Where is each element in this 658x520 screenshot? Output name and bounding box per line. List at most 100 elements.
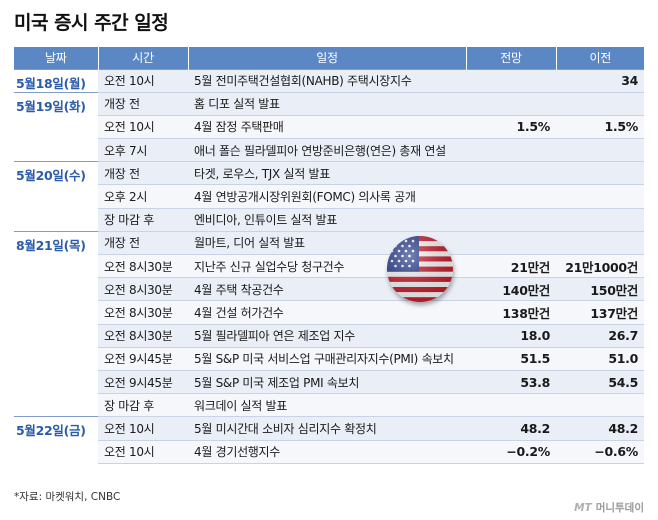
table-row: 오전 9시45분 5월 S&P 미국 제조업 PMI 속보치 53.8 54.5	[14, 370, 644, 395]
forecast-cell	[466, 91, 556, 116]
previous-cell: 48.2	[556, 416, 644, 441]
event-cell: 4월 경기선행지수	[188, 440, 466, 464]
event-cell: 5월 S&P 미국 제조업 PMI 속보치	[188, 370, 466, 395]
previous-cell	[556, 138, 644, 163]
event-cell: 애너 폴슨 필라델피아 연방준비은행(연은) 총재 연설	[188, 138, 466, 163]
event-cell: 4월 잠정 주택판매	[188, 115, 466, 140]
forecast-cell: 140만건	[466, 277, 556, 302]
previous-cell: 54.5	[556, 370, 644, 395]
previous-cell	[556, 208, 644, 232]
forecast-cell	[466, 138, 556, 163]
column-header-previous: 이전	[556, 47, 644, 69]
time-cell: 오전 9시45분	[98, 347, 188, 371]
time-cell: 오전 10시	[98, 115, 188, 140]
previous-cell: −0.6%	[556, 440, 644, 464]
us-flag-icon	[387, 236, 453, 302]
event-cell: 5월 필라델피아 연은 제조업 지수	[188, 324, 466, 348]
time-cell: 오전 8시30분	[98, 300, 188, 325]
page-title: 미국 증시 주간 일정	[14, 12, 169, 34]
time-cell: 오전 10시	[98, 68, 188, 93]
previous-cell: 21만1000건	[556, 254, 644, 279]
time-cell: 장 마감 후	[98, 208, 188, 232]
previous-cell	[556, 161, 644, 186]
date-cell: 5월22일(금)	[14, 416, 98, 464]
column-header-time: 시간	[98, 47, 189, 69]
forecast-cell: 18.0	[466, 324, 556, 348]
previous-cell	[556, 230, 644, 256]
table-row: 5월20일(수) 개장 전 타겟, 로우스, TJX 실적 발표	[14, 161, 644, 232]
time-cell: 오전 9시45분	[98, 370, 188, 395]
previous-cell	[556, 184, 644, 209]
previous-cell: 150만건	[556, 277, 644, 302]
time-cell: 오후 7시	[98, 138, 188, 163]
forecast-cell: 53.8	[466, 370, 556, 395]
table-header-row: 날짜 시간 일정 전망 이전	[14, 47, 644, 69]
forecast-cell	[466, 68, 556, 93]
table-row: 오전 10시 4월 경기선행지수 −0.2% −0.6%	[14, 440, 644, 464]
column-header-event: 일정	[188, 47, 467, 69]
forecast-cell: 51.5	[466, 347, 556, 371]
table-row: 오후 2시 4월 연방공개시장위원회(FOMC) 의사록 공개	[14, 184, 644, 209]
forecast-cell: 21만건	[466, 254, 556, 279]
date-cell: 5월18일(월)	[14, 68, 98, 93]
time-cell: 개장 전	[98, 161, 188, 186]
event-cell: 5월 전미주택건설협회(NAHB) 주택시장지수	[188, 68, 466, 93]
event-cell: 4월 연방공개시장위원회(FOMC) 의사록 공개	[188, 184, 466, 209]
forecast-cell	[466, 208, 556, 232]
previous-cell: 1.5%	[556, 115, 644, 140]
event-cell: 홈 디포 실적 발표	[188, 91, 466, 116]
event-cell: 워크데이 실적 발표	[188, 393, 466, 418]
table-row: 장 마감 후 엔비디아, 인튜이트 실적 발표	[14, 208, 644, 232]
publisher-logo: MT 머니투데이	[574, 500, 644, 515]
forecast-cell: 48.2	[466, 416, 556, 441]
table-row: 장 마감 후 워크데이 실적 발표	[14, 393, 644, 418]
forecast-cell: 1.5%	[466, 115, 556, 140]
table-row: 오전 8시30분 4월 건설 허가건수 138만건 137만건	[14, 300, 644, 325]
forecast-cell	[466, 184, 556, 209]
table-row: 5월22일(금) 오전 10시 5월 미시간대 소비자 심리지수 확정치 48.2 48…	[14, 416, 644, 464]
time-cell: 개장 전	[98, 230, 188, 256]
event-cell: 5월 미시간대 소비자 심리지수 확정치	[188, 416, 466, 441]
time-cell: 오전 10시	[98, 440, 188, 464]
table-row: 8월21일(목) 개장 전 월마트, 디어 실적 발표	[14, 230, 644, 417]
time-cell: 장 마감 후	[98, 393, 188, 418]
time-cell: 오전 10시	[98, 416, 188, 441]
source-note: *자료: 마켓워치, CNBC	[14, 491, 121, 503]
schedule-body: 5월18일(월) 오전 10시 5월 전미주택건설협회(NAHB) 주택시장지수 34…	[14, 68, 644, 464]
date-cell: 5월20일(수)	[14, 161, 98, 232]
time-cell: 오전 8시30분	[98, 277, 188, 302]
table-row: 오전 8시30분 지난주 신규 실업수당 청구건수 21만건 21만1000건	[14, 254, 644, 279]
logo-mark: MT	[574, 502, 592, 514]
event-cell: 타겟, 로우스, TJX 실적 발표	[188, 161, 466, 186]
table-row: 오전 10시 4월 잠정 주택판매 1.5% 1.5%	[14, 115, 644, 140]
table-row: 오전 9시45분 5월 S&P 미국 서비스업 구매관리자지수(PMI) 속보치 5…	[14, 347, 644, 371]
table-row: 오후 7시 애너 폴슨 필라델피아 연방준비은행(연은) 총재 연설	[14, 138, 644, 163]
forecast-cell: 138만건	[466, 300, 556, 325]
event-cell: 5월 S&P 미국 서비스업 구매관리자지수(PMI) 속보치	[188, 347, 466, 371]
schedule-table: 날짜 시간 일정 전망 이전 5월18일(월) 오전 10시 5월 전미주택건설협회…	[14, 47, 644, 464]
forecast-cell	[466, 230, 556, 256]
previous-cell	[556, 393, 644, 418]
forecast-cell	[466, 161, 556, 186]
date-cell: 5월19일(화)	[14, 91, 98, 162]
event-cell: 엔비디아, 인튜이트 실적 발표	[188, 208, 466, 232]
time-cell: 오전 8시30분	[98, 324, 188, 348]
column-header-date: 날짜	[14, 47, 99, 69]
logo-text: 머니투데이	[595, 502, 644, 514]
time-cell: 오후 2시	[98, 184, 188, 209]
table-row: 오전 8시30분 4월 주택 착공건수 140만건 150만건	[14, 277, 644, 302]
previous-cell: 26.7	[556, 324, 644, 348]
previous-cell	[556, 91, 644, 116]
column-header-forecast: 전망	[466, 47, 557, 69]
previous-cell: 51.0	[556, 347, 644, 371]
event-cell: 4월 건설 허가건수	[188, 300, 466, 325]
date-cell: 8월21일(목)	[14, 230, 98, 417]
table-row: 5월18일(월) 오전 10시 5월 전미주택건설협회(NAHB) 주택시장지수 34	[14, 68, 644, 93]
forecast-cell	[466, 393, 556, 418]
forecast-cell: −0.2%	[466, 440, 556, 464]
time-cell: 개장 전	[98, 91, 188, 116]
time-cell: 오전 8시30분	[98, 254, 188, 279]
previous-cell: 137만건	[556, 300, 644, 325]
table-row: 오전 8시30분 5월 필라델피아 연은 제조업 지수 18.0 26.7	[14, 324, 644, 348]
